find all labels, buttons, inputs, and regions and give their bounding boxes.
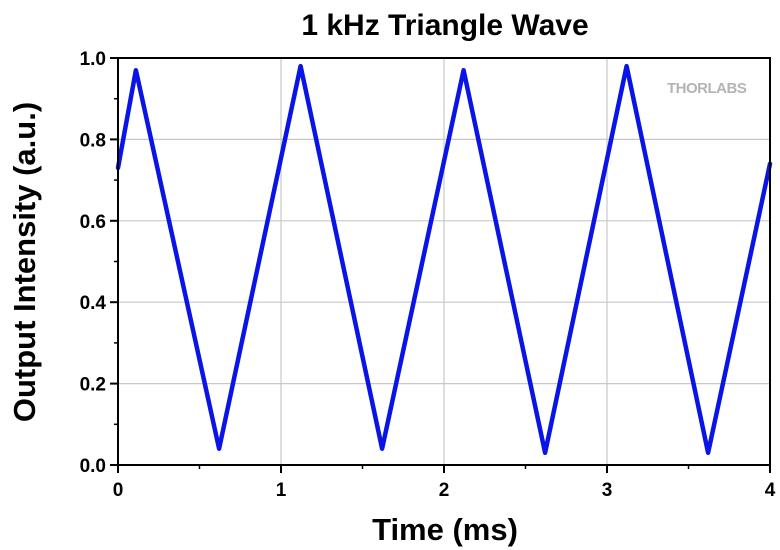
y-tick-label: 0.8 <box>80 130 106 151</box>
x-tick-label: 1 <box>276 480 287 501</box>
series-layer <box>115 63 773 456</box>
series-line <box>115 63 773 456</box>
chart-title: 1 kHz Triangle Wave <box>301 9 588 42</box>
x-tick-label: 3 <box>602 480 613 501</box>
x-tick-label: 0 <box>113 480 124 501</box>
y-tick-label: 0.0 <box>80 456 106 477</box>
y-tick-label: 0.6 <box>80 212 106 233</box>
x-axis-label: Time (ms) <box>372 512 518 547</box>
x-tick-label: 2 <box>439 480 450 501</box>
y-tick-label: 0.2 <box>80 375 106 396</box>
x-tick-label: 4 <box>765 480 776 501</box>
y-tick-label: 0.4 <box>80 293 107 314</box>
plot-area <box>115 57 773 466</box>
x-axis: 0 1 2 3 4 <box>113 465 776 501</box>
y-axis-label: Output Intensity (a.u.) <box>7 102 42 422</box>
y-tick-label: 1.0 <box>80 49 106 70</box>
thorlabs-logo: THORLABS <box>667 80 747 97</box>
y-axis: 0.0 0.2 0.4 0.6 0.8 1.0 <box>80 49 118 477</box>
